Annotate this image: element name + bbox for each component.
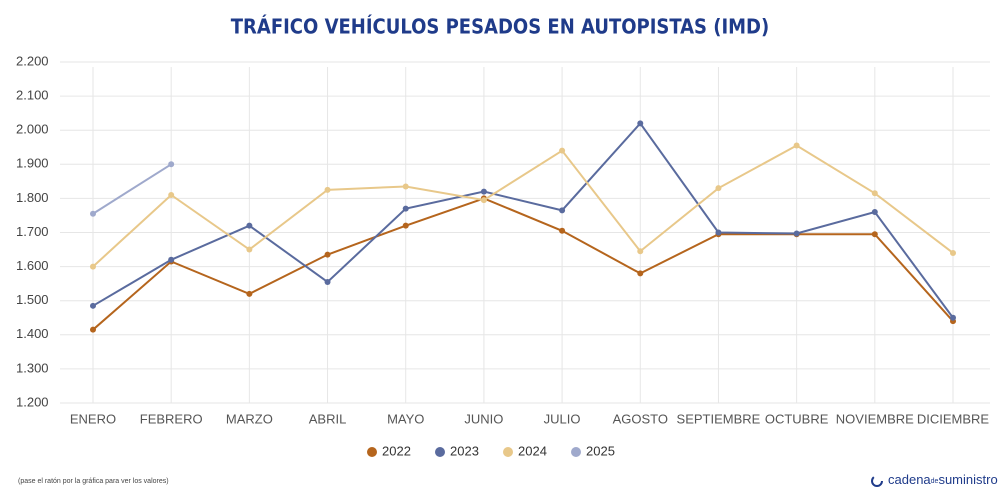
point [324,186,331,193]
point [950,314,956,321]
point [950,249,956,256]
x-tick-label: NOVIEMBRE [836,411,914,426]
chart-title: TRÁFICO VEHÍCULOS PESADOS EN AUTOPISTAS … [231,15,769,39]
y-tick-label: 1.200 [16,394,49,409]
point [402,183,409,190]
y-tick-label: 1.600 [16,258,49,273]
point [246,222,253,229]
point [90,210,96,217]
series-line [92,144,954,268]
legend-label: 2023 [450,443,479,458]
x-tick-label: AGOSTO [613,411,668,426]
point [793,230,800,237]
logo-small: de [931,478,939,485]
series-line [92,121,954,319]
logo-end: suministro [938,472,997,487]
x-tick-label: MAYO [387,411,424,426]
x-tick-label: JUNIO [464,411,503,426]
point [480,197,487,204]
x-tick-label: DICIEMBRE [917,411,990,426]
logo-icon [871,475,883,487]
point [793,142,800,149]
point [324,251,331,258]
point [715,185,722,192]
x-tick-label: ENERO [70,411,116,426]
point [637,248,644,255]
logo-main: cadena [888,472,931,487]
legend-label: 2024 [518,443,547,458]
y-tick-label: 2.200 [16,53,49,68]
point [90,302,96,309]
legend-swatch [571,447,581,457]
point [715,229,722,236]
point [637,120,644,127]
point [90,326,96,333]
point [90,263,96,270]
legend-label: 2022 [382,443,411,458]
y-tick-label: 1.500 [16,292,49,307]
x-tick-label: JULIO [544,411,581,426]
point [480,188,487,195]
point [871,231,878,238]
y-tick-label: 2.100 [16,88,49,103]
x-tick-label: ABRIL [309,411,347,426]
point [402,205,409,212]
point [168,256,175,263]
y-tick-label: 1.700 [16,224,49,239]
point [871,190,878,197]
point [871,209,878,216]
series-line [92,163,172,215]
y-tick-label: 1.400 [16,326,49,341]
x-tick-label: MARZO [226,411,273,426]
legend-swatch [367,447,377,457]
legend-label: 2025 [586,443,615,458]
legend-swatch [435,447,445,457]
y-tick-label: 1.900 [16,156,49,171]
point [559,207,566,214]
logo-text: cadenadesuministro [888,472,998,487]
point [324,278,331,285]
x-tick-label: OCTUBRE [765,411,829,426]
x-tick-label: FEBRERO [140,411,203,426]
point [168,161,175,168]
y-tick-label: 2.000 [16,122,49,137]
point [168,191,175,198]
logo: cadenadesuministro [871,472,998,487]
legend-swatch [503,447,513,457]
point [246,246,253,253]
x-tick-label: SEPTIEMBRE [677,411,761,426]
series-line [92,197,954,331]
y-tick-label: 1.300 [16,360,49,375]
y-tick-label: 1.800 [16,190,49,205]
point [559,147,566,154]
point [246,290,253,297]
point [637,270,644,277]
note: (pase el ratón por la gráfica para ver l… [18,478,169,485]
point [559,227,566,234]
point [402,222,409,229]
